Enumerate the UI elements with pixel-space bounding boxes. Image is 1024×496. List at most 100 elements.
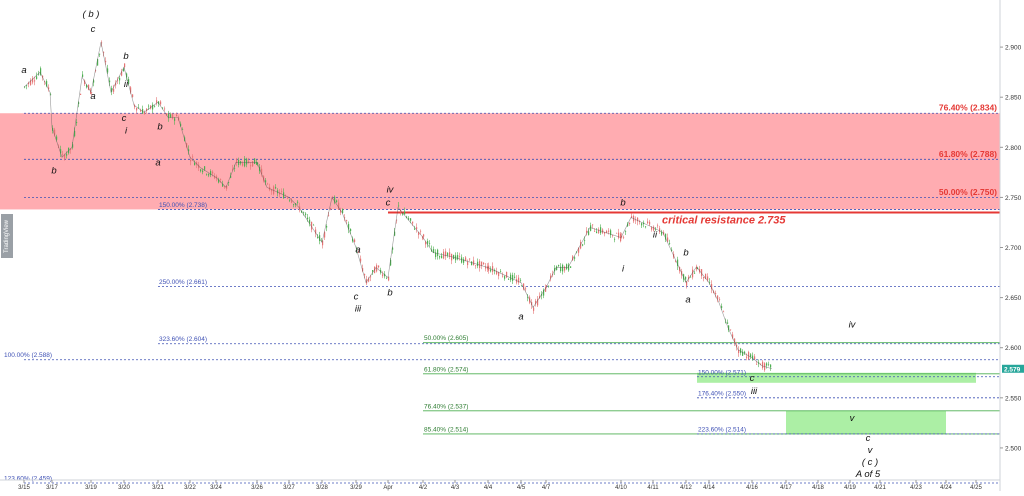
candle-body — [271, 190, 273, 192]
candle-body — [629, 222, 631, 224]
level-label-6: 100.00% (2.588) — [4, 352, 52, 359]
candle-body — [606, 230, 608, 234]
candle-body — [500, 271, 502, 273]
candle-body — [445, 251, 447, 257]
candle-body — [412, 221, 414, 224]
candle-body — [297, 201, 299, 203]
candle-body — [242, 163, 244, 166]
y-tick-label-3: 2.750 — [1005, 195, 1022, 202]
wave-label-0: ( b ) — [83, 9, 100, 20]
x-tick-label-11: Apr — [383, 485, 392, 491]
candle-body — [736, 344, 738, 347]
candle-body — [168, 113, 170, 119]
candle-body — [738, 349, 740, 354]
candle-body — [566, 264, 568, 270]
candle-body — [38, 73, 40, 75]
candle-body — [506, 271, 508, 278]
y-tick-label-0: 2.900 — [1005, 45, 1022, 52]
x-tick-label-27: 4/24 — [940, 485, 952, 491]
candle-body — [492, 266, 494, 272]
candle-body — [281, 191, 283, 192]
candle-body — [330, 208, 332, 210]
candle-body — [514, 276, 516, 278]
candle-body — [525, 288, 527, 290]
candle-body — [564, 266, 566, 271]
candle-body — [216, 176, 218, 178]
candle-body — [368, 278, 370, 282]
candle-body — [441, 255, 443, 259]
candle-body — [623, 236, 625, 238]
wave-label-10: b — [51, 165, 56, 176]
candle-body — [696, 266, 698, 270]
candle-body — [364, 273, 366, 276]
candle-body — [647, 221, 649, 224]
candle-body — [307, 217, 309, 220]
x-tick-label-28: 4/25 — [970, 485, 982, 491]
x-tick-label-0: 3/15 — [18, 485, 30, 491]
candle-body — [465, 257, 467, 261]
candle-body — [328, 215, 330, 216]
candle-body — [459, 256, 461, 257]
candle-body — [250, 165, 252, 167]
candle-body — [717, 295, 719, 300]
level-label-13: 176.40% (2.550) — [698, 390, 746, 397]
candle-body — [305, 213, 307, 215]
candle-body — [479, 261, 481, 268]
candle-body — [439, 256, 441, 258]
candle-body — [382, 274, 384, 277]
candle-body — [156, 100, 158, 103]
candle-body — [518, 277, 520, 283]
candle-body — [483, 262, 485, 265]
candle-body — [188, 149, 190, 152]
candle-body — [309, 219, 311, 224]
candle-body — [362, 268, 364, 272]
candle-body — [527, 297, 529, 298]
candle-body — [677, 259, 679, 266]
wave-label-23: iv — [849, 320, 857, 331]
candle-body — [146, 108, 148, 111]
candle-body — [152, 104, 154, 110]
candle-body — [502, 275, 504, 277]
candle-body — [598, 229, 600, 233]
candle-body — [228, 181, 230, 183]
candle-body — [74, 130, 76, 137]
candle-body — [637, 217, 639, 222]
candle-body — [194, 162, 196, 166]
candle-body — [126, 73, 128, 78]
candle-body — [390, 259, 392, 266]
candle-body — [392, 247, 394, 250]
candle-body — [690, 276, 692, 278]
candle-body — [28, 82, 30, 85]
x-tick-label-9: 3/28 — [316, 485, 328, 491]
candle-body — [521, 285, 523, 287]
candle-body — [204, 166, 206, 170]
candle-body — [54, 129, 56, 135]
candle-body — [727, 322, 729, 324]
candle-body — [467, 261, 469, 266]
candle-body — [667, 237, 669, 242]
target-zone-0 — [697, 372, 976, 383]
x-tick-label-14: 4/4 — [484, 485, 493, 491]
candle-body — [322, 240, 324, 246]
candle-body — [48, 87, 50, 89]
candle-body — [659, 228, 661, 233]
candle-body — [586, 230, 588, 233]
y-tick-label-4: 2.700 — [1005, 245, 1022, 252]
candle-body — [101, 42, 103, 44]
candle-body — [80, 93, 82, 95]
candle-body — [463, 259, 465, 263]
candle-body — [568, 264, 570, 271]
candle-body — [88, 84, 90, 91]
candle-body — [56, 136, 58, 140]
x-tick-label-8: 3/27 — [283, 485, 295, 491]
candle-body — [705, 273, 707, 279]
candle-body — [107, 68, 109, 73]
x-tick-label-25: 4/21 — [874, 485, 886, 491]
candle-body — [190, 159, 192, 162]
candle-body — [64, 154, 66, 160]
last-price-tag — [1002, 364, 1024, 373]
level-label-14: 223.60% (2.514) — [698, 426, 746, 433]
x-tick-label-18: 4/11 — [647, 485, 659, 491]
